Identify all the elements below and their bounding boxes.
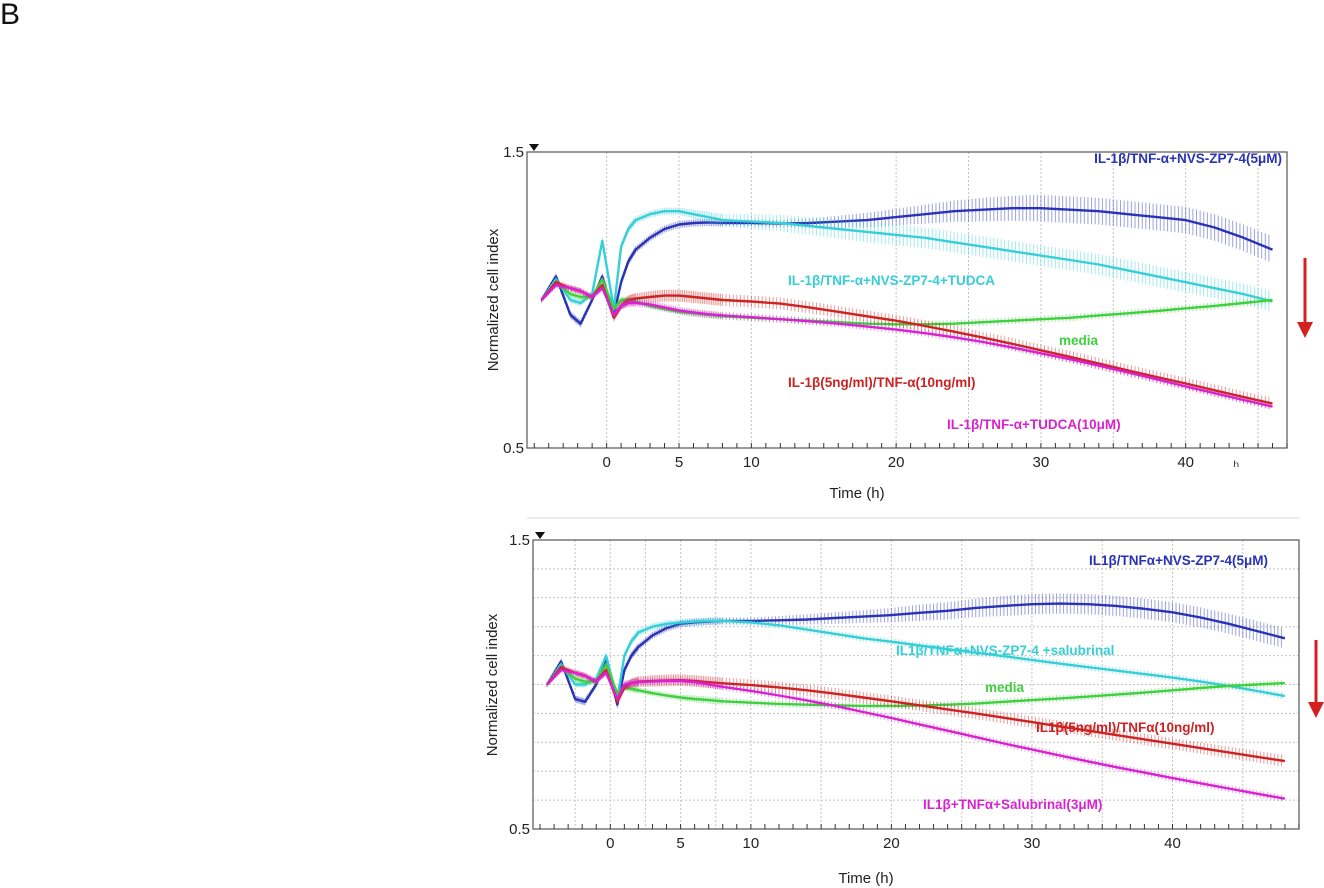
series-label: IL1β(5ng/ml)/TNFα(10ng/ml) xyxy=(1036,720,1215,735)
x-tick-label: 10 xyxy=(743,454,760,471)
x-tick-label: 40 xyxy=(1177,454,1194,471)
x-tick-label: 0 xyxy=(602,454,610,471)
x-tick-label: 10 xyxy=(743,835,760,852)
series-label: media xyxy=(1059,333,1099,348)
x-minor-ticks xyxy=(539,824,1300,829)
y-axis-label: Normalized cell index xyxy=(485,228,502,371)
x-tick-label: 30 xyxy=(1033,454,1050,471)
series-5: IL1β+TNFα+Salubrinal(3μM) xyxy=(546,667,1286,812)
x-axis-label: Time (h) xyxy=(838,870,893,887)
series-label: IL1β/TNFα+NVS-ZP7-4(5μM) xyxy=(1089,553,1268,568)
series-2: IL-1β/TNF-α+NVS-ZP7-4+TUDCA xyxy=(540,207,1273,313)
x-tick-label: 20 xyxy=(883,835,900,852)
x-tick-label: 20 xyxy=(888,454,905,471)
x-tick-label: 40 xyxy=(1164,835,1181,852)
series-4: IL1β(5ng/ml)/TNFα(10ng/ml) xyxy=(546,664,1286,767)
y-tick-label: 0.5 xyxy=(503,440,524,457)
series-line xyxy=(540,284,1273,408)
series-error-bars xyxy=(540,282,1270,410)
series-line xyxy=(540,210,1273,311)
y-tick-label: 1.5 xyxy=(509,532,530,549)
series-5: IL-1β/TNF-α+TUDCA(10μM) xyxy=(540,282,1273,432)
y-axis-label: Normalized cell index xyxy=(484,613,501,756)
panel-letter: B xyxy=(0,0,21,31)
down-arrow-icon xyxy=(1297,258,1313,338)
x-axis-label: Time (h) xyxy=(829,485,884,502)
series-label: IL1β/TNFα+NVS-ZP7-4 +salubrinal xyxy=(896,643,1114,658)
y-tick-label: 0.5 xyxy=(509,821,530,838)
x-minor-ticks xyxy=(533,443,1288,448)
series-line xyxy=(546,663,1285,708)
plot-frame xyxy=(526,151,1288,449)
plot-frame xyxy=(532,539,1300,830)
down-arrow-icon xyxy=(1308,640,1324,718)
x-tick-label: 5 xyxy=(675,454,683,471)
series-label: IL-1β/TNF-α+NVS-ZP7-4(5μM) xyxy=(1094,151,1282,166)
x-tick-label: 5 xyxy=(676,835,684,852)
x-tick-label-stray: ₕ xyxy=(1233,454,1239,471)
plot-area xyxy=(527,152,1287,448)
series-label: IL1β+TNFα+Salubrinal(3μM) xyxy=(923,797,1102,812)
plot-area xyxy=(533,540,1299,829)
y-tick-label: 1.5 xyxy=(503,144,524,161)
x-tick-label: 30 xyxy=(1024,835,1041,852)
corner-marker xyxy=(529,144,539,151)
chart-2: IL1β/TNFα+NVS-ZP7-4(5μM) IL1β/TNFα+NVS-ZP… xyxy=(484,532,1324,887)
series-label: media xyxy=(985,680,1025,695)
series-label: IL-1β/TNF-α+TUDCA(10μM) xyxy=(947,417,1121,432)
corner-marker xyxy=(535,532,545,539)
series-label: IL-1β(5ng/ml)/TNF-α(10ng/ml) xyxy=(788,375,976,390)
chart-1: IL-1β/TNF-α+NVS-ZP7-4(5μM) IL-1β/TNF-α+NV… xyxy=(485,144,1313,502)
series-line xyxy=(546,668,1286,800)
series-label: IL-1β/TNF-α+NVS-ZP7-4+TUDCA xyxy=(788,273,995,288)
x-tick-label: 0 xyxy=(606,835,614,852)
